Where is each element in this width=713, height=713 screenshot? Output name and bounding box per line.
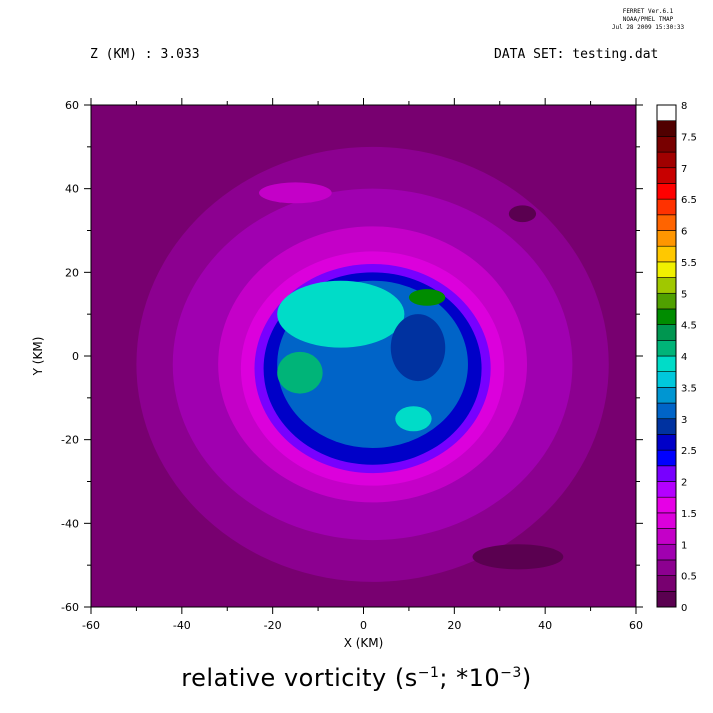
contour-blob-10: [408, 289, 446, 306]
contour-blob-14: [472, 544, 564, 570]
x-tick-label: 40: [538, 619, 552, 632]
colorbar-swatch: [656, 198, 677, 216]
y-tick-label: 60: [65, 99, 79, 112]
x-tick-label: 20: [447, 619, 461, 632]
colorbar-swatch: [656, 543, 677, 561]
contour-blob-9: [277, 351, 323, 394]
colorbar-swatch: [656, 136, 677, 153]
colorbar-tick-label: 7: [681, 164, 687, 175]
colorbar-swatch: [656, 355, 677, 372]
x-tick-label: -60: [82, 619, 100, 632]
y-tick-label: -40: [61, 517, 79, 530]
contour-blob-15: [508, 205, 537, 223]
x-tick-label: -40: [173, 619, 191, 632]
colorbar-swatch: [656, 308, 677, 325]
x-tick-label: -20: [264, 619, 282, 632]
title-pre: relative vorticity (s: [181, 664, 418, 692]
z-level-label: Z (KM) : 3.033: [90, 47, 200, 62]
colorbar-swatch: [656, 418, 677, 435]
contour-blob-11: [395, 406, 432, 432]
plot-axes: -60 -40 -20 0 20 40 60 -60 -40 -20 0 20 40 60 X (KM) Y …: [31, 98, 643, 650]
x-axis-label: X (KM): [344, 636, 384, 650]
title-sup2: −3: [500, 665, 522, 681]
title-post: ): [521, 664, 532, 692]
colorbar-swatch: [656, 214, 677, 231]
colorbar-swatch: [656, 449, 677, 467]
colorbar-swatch: [656, 496, 677, 514]
colorbar-swatch: [656, 324, 677, 341]
contour-blob-8: [277, 280, 405, 348]
ferret-org: NOAA/PMEL TMAP: [622, 16, 674, 23]
y-tick-label: -60: [61, 601, 79, 614]
colorbar-swatch: [656, 167, 677, 184]
colorbar-swatch: [656, 340, 677, 357]
y-tick-label: 20: [65, 266, 79, 279]
colorbar-swatch: [656, 277, 677, 294]
colorbar-tick-label: 3.5: [681, 383, 697, 394]
contour-blob-13: [259, 182, 332, 204]
colorbar-tick-label: 8: [681, 101, 687, 112]
colorbar-swatch: [656, 261, 677, 278]
x-tick-label: 0: [360, 619, 367, 632]
y-tick-label: 40: [65, 183, 79, 196]
colorbar-swatch: [656, 465, 677, 482]
colorbar-swatch: [656, 120, 677, 137]
colorbar-tick-label: 1.5: [681, 509, 697, 520]
title-sup1: −1: [417, 665, 440, 681]
colorbar-tick-label: 2.5: [681, 446, 697, 457]
colorbar-swatch: [656, 528, 677, 545]
colorbar-tick-label: 5.5: [681, 258, 697, 269]
colorbar-tick-label: 4: [681, 352, 687, 363]
ferret-stamp: FERRET Ver.6.1 NOAA/PMEL TMAP Jul 28 200…: [593, 8, 703, 32]
colorbar-tick-label: 6: [681, 227, 687, 238]
colorbar-tick-label: 5: [681, 289, 687, 300]
colorbar-swatch: [656, 371, 677, 388]
colorbar-tick-label: 4.5: [681, 321, 697, 332]
y-axis-label: Y (KM): [31, 337, 45, 377]
colorbar-tick-label: 6.5: [681, 195, 697, 206]
title-mid: ; *10: [439, 664, 501, 692]
ferret-timestamp: Jul 28 2009 15:30:33: [611, 24, 685, 31]
ferret-version: FERRET Ver.6.1: [622, 8, 674, 15]
colorbar-tick-label: 2: [681, 478, 687, 489]
dataset-label: DATA SET: testing.dat: [494, 47, 659, 62]
y-tick-label: -20: [61, 434, 79, 447]
colorbar-swatch: [656, 230, 677, 247]
colorbar-swatch: [656, 245, 677, 263]
colorbar-tick-label: 0: [681, 603, 687, 614]
colorbar-swatch: [656, 292, 677, 310]
colorbar-swatch: [656, 559, 677, 576]
colorbar-swatch: [656, 151, 677, 169]
colorbar-tick-label: 1: [681, 540, 687, 551]
contour-field: [91, 105, 636, 607]
chart-title: relative vorticity (s−1; *10−3): [0, 664, 713, 692]
colorbar-swatch: [656, 434, 677, 451]
colorbar-swatch: [656, 183, 677, 200]
colorbar-swatch: [656, 481, 677, 498]
colorbar-swatch: [656, 512, 677, 529]
x-tick-label: 60: [629, 619, 643, 632]
colorbar-swatch: [656, 387, 677, 404]
colorbar-swatch: [656, 575, 677, 592]
colorbar: 0 0.5 1 1.5 2 2.5 3 3.5 4 4.5 5 5.5 6 6.5 7 7.5 8: [656, 101, 697, 614]
colorbar-frame: [656, 104, 677, 608]
y-tick-label: 0: [72, 350, 79, 363]
colorbar-swatch: [656, 402, 677, 420]
colorbar-tick-label: 0.5: [681, 572, 697, 583]
colorbar-tick-label: 7.5: [681, 132, 697, 143]
contour-blob-12: [390, 314, 446, 382]
colorbar-tick-label: 3: [681, 415, 687, 426]
colorbar-swatch: [656, 591, 677, 608]
